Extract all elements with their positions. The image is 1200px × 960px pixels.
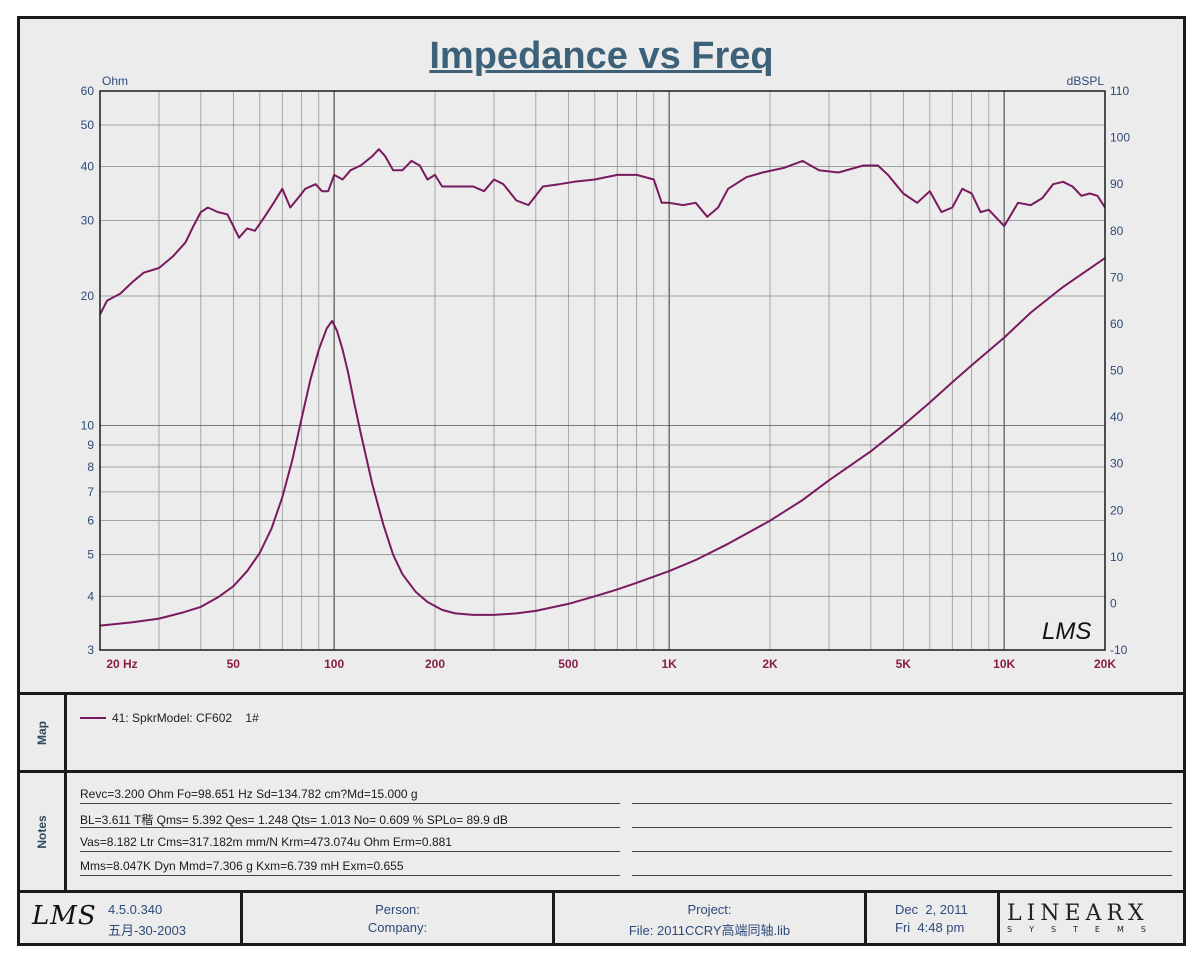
left-tick-label: 10: [81, 418, 95, 432]
file-label: File: 2011CCRY高端同轴.lib: [628, 923, 791, 938]
right-tick-label: 30: [1110, 457, 1124, 471]
lms-watermark: LMS: [1042, 618, 1091, 645]
person-label: Person:: [375, 902, 420, 917]
x-tick-label: 5K: [896, 657, 912, 671]
right-tick-label: 90: [1110, 177, 1124, 191]
legend-entry-label: 41: SpkrModel: CF602 1#: [112, 711, 259, 725]
x-tick-label: 100: [324, 657, 344, 671]
map-panel: Map 41: SpkrModel: CF602 1#: [20, 695, 1183, 773]
left-axis-label: Ohm: [102, 74, 128, 88]
right-tick-label: -10: [1110, 643, 1128, 657]
footer: LMS 4.5.0.340 五月-30-2003 Person: Company…: [20, 893, 1183, 943]
right-tick-label: 40: [1110, 410, 1124, 424]
right-tick-label: 20: [1110, 503, 1124, 517]
x-tick-label: 20 Hz: [106, 657, 137, 671]
left-tick-label: 5: [87, 548, 94, 562]
footer-person-cell: Person: Company:: [243, 893, 555, 943]
right-axis-label: dBSPL: [1067, 74, 1105, 88]
build-date-text: 五月-30-2003: [108, 923, 187, 938]
linearx-logo: LINEARX SYSTEMS: [1007, 901, 1175, 937]
x-tick-label: 500: [558, 657, 578, 671]
impedance-chart: 20 Hz 50 100 200 500 1K 2K 5K 10K 20K345678910203…: [81, 74, 1131, 671]
map-label: Map: [35, 720, 49, 745]
right-tick-label: 0: [1110, 596, 1117, 610]
company-label: Company:: [367, 920, 428, 935]
left-tick-label: 3: [87, 643, 94, 657]
left-tick-label: 60: [81, 84, 95, 98]
left-tick-label: 4: [87, 589, 94, 603]
note-blank-line: [632, 811, 1172, 828]
right-tick-label: 110: [1110, 84, 1129, 98]
date-text: Dec 2, 2011: [895, 902, 968, 917]
chart-panel: Impedance vs Freq 20 Hz 50 100 200 500 1K 2K 5K…: [20, 19, 1183, 695]
left-tick-label: 40: [81, 160, 95, 174]
plot-border: [99, 90, 1106, 651]
note-line: Vas=8.182 Ltr Cms=317.182m mm/N Krm=473.…: [80, 835, 620, 852]
left-tick-label: 50: [81, 118, 95, 132]
left-tick-label: 6: [87, 514, 94, 528]
x-tick-label: 200: [425, 657, 445, 671]
project-label: Project:: [687, 902, 732, 917]
right-tick-label: 100: [1110, 131, 1130, 145]
note-line: BL=3.611 T稭 Qms= 5.392 Qes= 1.248 Qts= 1…: [80, 811, 620, 828]
legend-line-swatch: [80, 717, 106, 719]
chart-title: Impedance vs Freq: [429, 35, 774, 77]
note-blank-line: [632, 787, 1172, 804]
legend-entry[interactable]: 41: SpkrModel: CF602 1#: [80, 711, 259, 725]
note-line: Mms=8.047K Dyn Mmd=7.306 g Kxm=6.739 mH …: [80, 859, 620, 876]
left-tick-label: 7: [87, 485, 94, 499]
lms-logo: LMS: [32, 901, 97, 931]
linearx-brand: LINEARX: [1007, 901, 1149, 926]
notes-label: Notes: [35, 814, 49, 849]
x-tick-label: 2K: [762, 657, 778, 671]
right-tick-label: 60: [1110, 317, 1124, 331]
notes-side-label: Notes: [20, 773, 67, 890]
right-tick-label: 70: [1110, 270, 1124, 284]
footer-project-cell: Project: File: 2011CCRY高端同轴.lib: [555, 893, 867, 943]
right-tick-label: 50: [1110, 364, 1124, 378]
left-tick-label: 9: [87, 438, 94, 452]
tick-labels: 20 Hz 50 100 200 500 1K 2K 5K 10K 20K345678910203…: [81, 84, 1131, 671]
left-tick-label: 20: [81, 289, 95, 303]
footer-version-cell: LMS 4.5.0.340 五月-30-2003: [20, 893, 243, 943]
note-blank-line: [632, 859, 1172, 876]
x-tick-label: 10K: [993, 657, 1015, 671]
linearx-systems: SYSTEMS: [1007, 925, 1163, 934]
spl-curve: [99, 148, 1106, 316]
impedance-curve: [99, 257, 1106, 627]
footer-date-cell: Dec 2, 2011 Fri 4:48 pm: [867, 893, 1000, 943]
map-side-label: Map: [20, 695, 67, 770]
note-line: Revc=3.200 Ohm Fo=98.651 Hz Sd=134.782 c…: [80, 787, 620, 804]
right-tick-label: 80: [1110, 224, 1124, 238]
right-tick-label: 10: [1110, 550, 1124, 564]
note-blank-line: [632, 835, 1172, 852]
left-tick-label: 30: [81, 213, 95, 227]
x-tick-label: 20K: [1094, 657, 1116, 671]
curves: [99, 148, 1106, 627]
notes-panel: Notes Revc=3.200 Ohm Fo=98.651 Hz Sd=134…: [20, 773, 1183, 893]
time-text: Fri 4:48 pm: [895, 920, 965, 935]
version-text: 4.5.0.340: [108, 902, 163, 917]
x-tick-label: 50: [227, 657, 241, 671]
report-frame: Impedance vs Freq 20 Hz 50 100 200 500 1K 2K 5K…: [17, 16, 1186, 946]
left-tick-label: 8: [87, 460, 94, 474]
x-tick-label: 1K: [661, 657, 677, 671]
